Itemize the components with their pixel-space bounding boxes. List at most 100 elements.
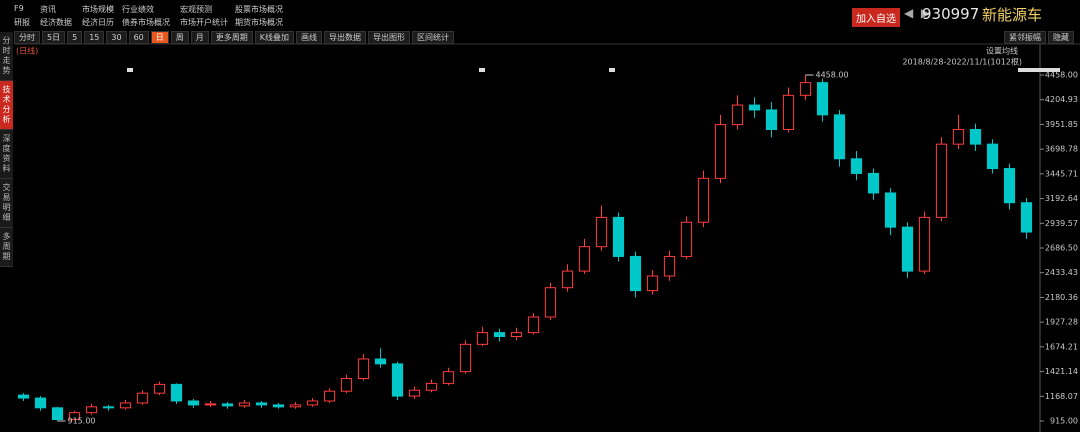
menu-item[interactable]: 股票市场概况 <box>235 5 283 14</box>
event-marker <box>1018 68 1060 72</box>
side-tabs: 分时走势 技术分析 深度资料 交易明细 多周期 <box>0 32 14 267</box>
toolbar-button[interactable]: 画线 <box>296 31 322 44</box>
candle-body <box>102 406 115 409</box>
y-tick-label: 2686.50 <box>1045 244 1078 253</box>
ma-setting: 设置均线 <box>986 46 1018 56</box>
candle-body <box>986 143 999 170</box>
toolbar-button[interactable]: 周 <box>170 31 189 44</box>
annotation: 915.00 <box>68 417 96 426</box>
range-label: 2018/8/28-2022/11/1(1012根) <box>902 57 1022 67</box>
candle-body <box>918 216 931 272</box>
menu-item[interactable]: 经济数据 <box>40 18 72 27</box>
add-watchlist-button[interactable]: 加入自选 <box>852 8 900 27</box>
candle-body <box>357 358 370 380</box>
candle-body <box>187 400 200 406</box>
candle-body <box>935 143 948 218</box>
candle-body <box>136 392 149 404</box>
candle-body <box>663 255 676 277</box>
candle-body <box>442 371 455 384</box>
menu-item[interactable]: 期货市场概况 <box>235 18 283 27</box>
candle-body <box>799 82 812 96</box>
y-tick-label: 915.00 <box>1050 417 1078 426</box>
side-tab[interactable]: 技术分析 <box>0 81 13 130</box>
toolbar-button[interactable]: 5日 <box>42 31 66 44</box>
toolbar-right: 紧邻振幅 隐藏 <box>1004 31 1074 44</box>
toolbar-button[interactable]: 隐藏 <box>1048 31 1074 44</box>
toolbar-button[interactable]: 60 <box>128 31 149 44</box>
candle-body <box>289 404 302 408</box>
candle-body <box>561 270 574 289</box>
candle-body <box>221 403 234 407</box>
y-tick-label: 1168.07 <box>1045 392 1078 401</box>
side-tab[interactable]: 深度资料 <box>0 130 13 179</box>
candle-body <box>204 403 217 406</box>
menu-item[interactable]: 行业绩效 <box>122 5 154 14</box>
candle-body <box>544 287 557 318</box>
toolbar-button[interactable]: 分时 <box>14 31 40 44</box>
event-marker <box>609 68 615 72</box>
toolbar-button[interactable]: 日 <box>150 31 169 44</box>
candle-body <box>391 363 404 397</box>
candle-body <box>680 221 693 257</box>
toolbar-button[interactable]: 月 <box>190 31 209 44</box>
toolbar-button[interactable]: 更多周期 <box>210 31 253 44</box>
menu-item[interactable]: 资讯 <box>40 5 56 14</box>
menu-item[interactable]: 市场规模 <box>82 5 114 14</box>
candle-body <box>646 275 659 292</box>
candle-body <box>833 114 846 160</box>
candle-body <box>1020 202 1033 233</box>
menu-item[interactable]: 债券市场概况 <box>122 18 170 27</box>
toolbar-button[interactable]: 导出图形 <box>368 31 410 44</box>
candle-body <box>748 104 761 111</box>
y-tick-label: 1927.28 <box>1045 318 1078 327</box>
candle-body <box>595 216 608 248</box>
candle-body <box>51 407 64 421</box>
side-tab[interactable]: 多周期 <box>0 228 13 267</box>
candle-body <box>731 104 744 126</box>
candle-body <box>952 128 965 145</box>
period-label: (日线) <box>16 46 38 56</box>
candle-body <box>119 402 132 409</box>
candle-body <box>272 404 285 408</box>
y-tick-label: 4458.00 <box>1045 71 1078 80</box>
menu-item[interactable]: F9 <box>14 4 24 13</box>
y-tick-label: 2939.57 <box>1045 219 1078 228</box>
stock-code: 930997 <box>922 5 980 23</box>
side-tab[interactable]: 交易明细 <box>0 179 13 228</box>
toolbar-button[interactable]: 区间统计 <box>412 31 454 44</box>
menu-item[interactable]: 宏观预测 <box>180 5 212 14</box>
menu-item[interactable]: 经济日历 <box>82 18 114 27</box>
toolbar-button[interactable]: 15 <box>84 31 105 44</box>
candle-body <box>697 177 710 223</box>
menu-item[interactable]: 研报 <box>14 18 30 27</box>
toolbar: 分时 5日 5 15 30 60 日周月更多周期 K线叠加 画线 导出数据 导出图形 区间统计 <box>14 31 454 44</box>
menu-item[interactable]: 市场开户统计 <box>180 18 228 27</box>
stock-name: 新能源车 <box>982 6 1043 24</box>
toolbar-button[interactable]: 紧邻振幅 <box>1004 31 1046 44</box>
y-tick-label: 3445.71 <box>1045 169 1078 178</box>
candle-body <box>493 332 506 338</box>
toolbar-button[interactable]: 30 <box>106 31 127 44</box>
y-tick-label: 3951.85 <box>1045 120 1078 129</box>
candle-body <box>170 383 183 402</box>
candle-body <box>255 402 268 406</box>
nav-arrows[interactable]: ◀ ▶ <box>904 6 931 20</box>
candle-body <box>17 394 30 399</box>
candle-body <box>340 378 353 392</box>
y-tick-label: 2180.36 <box>1045 293 1078 302</box>
annotation: 4458.00 <box>816 71 849 80</box>
toolbar-button[interactable]: 导出数据 <box>324 31 366 44</box>
candle-body <box>425 382 438 391</box>
candle-body <box>323 390 336 402</box>
side-tab[interactable]: 分时走势 <box>0 32 13 81</box>
candle-body <box>238 402 251 407</box>
candle-body <box>527 316 540 334</box>
candle-body <box>68 412 81 421</box>
candle-body <box>867 172 880 194</box>
y-tick-label: 3698.78 <box>1045 145 1078 154</box>
toolbar-button[interactable]: 5 <box>67 31 83 44</box>
y-tick-label: 2433.43 <box>1045 268 1078 277</box>
toolbar-button[interactable]: K线叠加 <box>254 31 294 44</box>
